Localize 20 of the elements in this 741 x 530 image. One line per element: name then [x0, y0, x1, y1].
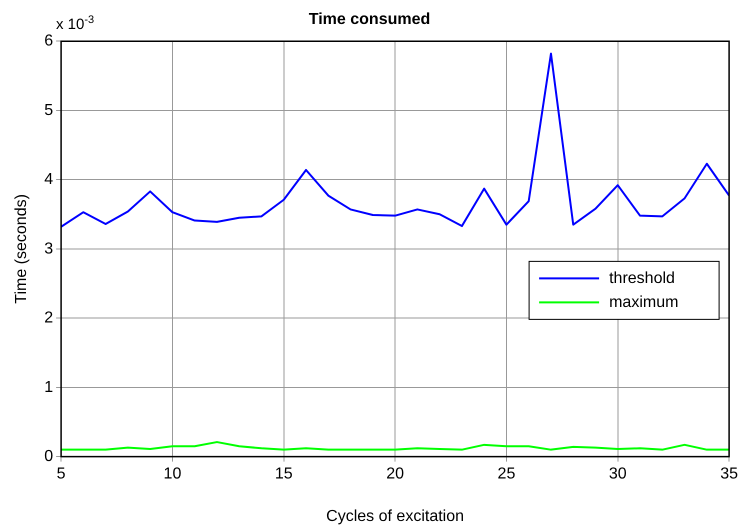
x-tick-label: 5: [56, 466, 66, 483]
legend-label: threshold: [609, 270, 675, 287]
chart-title: Time consumed: [308, 11, 430, 28]
x-tick-label: 15: [274, 466, 293, 483]
x-tick-label: 10: [164, 466, 182, 483]
x-tick-label: 20: [386, 466, 404, 483]
y-tick-label: 6: [44, 32, 54, 50]
x-tick-label: 35: [720, 466, 738, 483]
y-tick-label: 0: [44, 448, 54, 466]
y-tick-label: 3: [44, 240, 54, 258]
x-axis-title: Cycles of excitation: [326, 508, 464, 525]
x-tick-label: 25: [498, 466, 516, 483]
y-tick-label: 4: [44, 171, 54, 188]
y-tick-label: 2: [44, 310, 54, 327]
y-tick-label: 5: [44, 102, 54, 119]
text: x 10$^{-3}$: [56, 14, 94, 33]
y-axis-title: Time (seconds): [13, 194, 30, 304]
legend-label: maximum: [609, 294, 678, 311]
x-tick-label: 30: [608, 466, 627, 483]
y-tick-label: 1: [44, 378, 54, 396]
